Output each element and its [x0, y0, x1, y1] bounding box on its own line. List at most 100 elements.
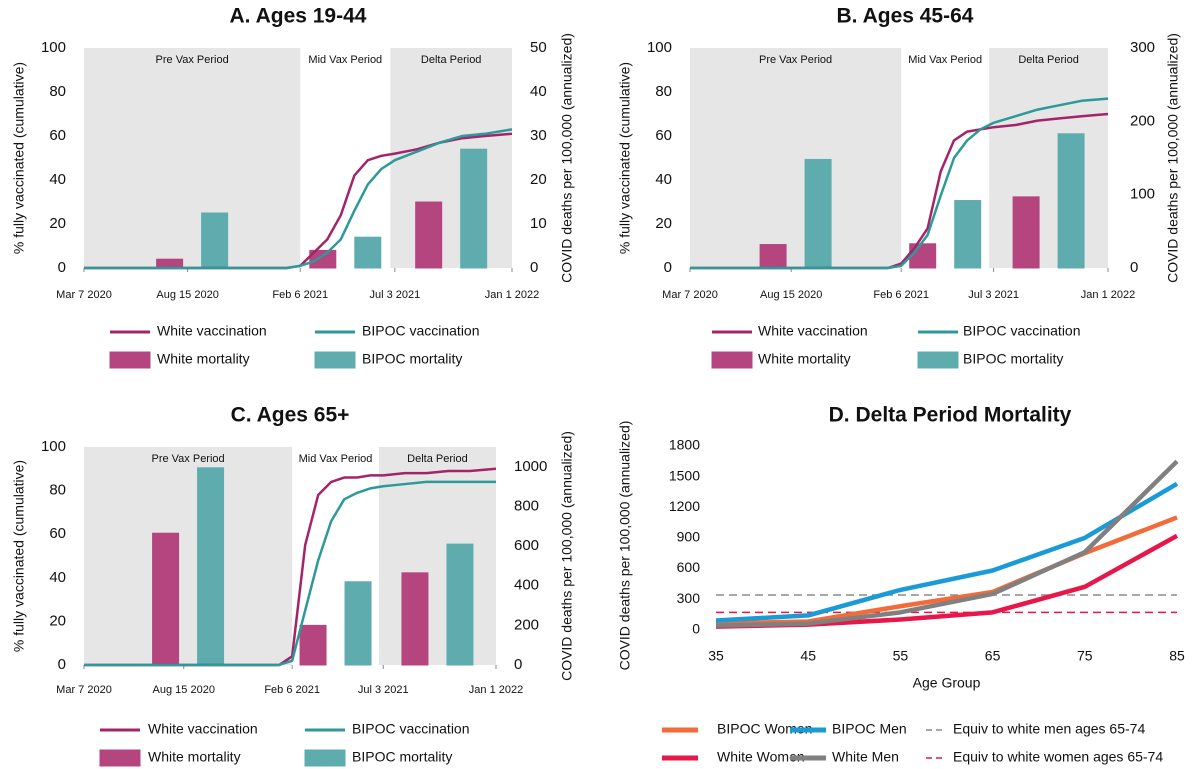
bar — [309, 249, 337, 269]
y2-tick-label: 50 — [530, 39, 547, 56]
x-tick-label: Mar 7 2020 — [56, 289, 112, 301]
bar — [759, 244, 787, 269]
legend-label: White mortality — [758, 351, 851, 367]
bar — [299, 624, 327, 666]
x-tick-label: Feb 6 2021 — [873, 289, 929, 301]
y-axis-label: % fully vaccinated (cumulative) — [617, 62, 633, 254]
y-axis-label: % fully vaccinated (cumulative) — [11, 62, 27, 254]
y2-tick-label: 1000 — [514, 458, 547, 475]
y-tick-label: 40 — [655, 171, 672, 188]
y-tick-label: 100 — [647, 39, 672, 56]
chart-title: C. Ages 65+ — [231, 404, 350, 427]
chart-title: D. Delta Period Mortality — [829, 404, 1072, 427]
y-tick-label: 300 — [677, 590, 701, 606]
y-tick-label: 1500 — [669, 467, 700, 483]
y2-tick-label: 300 — [1130, 39, 1155, 56]
y-tick-label: 60 — [49, 127, 66, 144]
y2-axis-label: COVID deaths per 100,000 (annualized) — [559, 431, 575, 681]
legend-swatch — [109, 351, 151, 369]
y-tick-label: 20 — [655, 215, 672, 232]
legend-label: BIPOC mortality — [362, 351, 462, 367]
y-tick-label: 100 — [41, 39, 66, 56]
y-tick-label: 60 — [655, 127, 672, 144]
x-tick-label: Mar 7 2020 — [662, 289, 718, 301]
period-label: Pre Vax Period — [151, 453, 224, 465]
x-tick-label: 85 — [1169, 648, 1185, 664]
x-tick-label: Aug 15 2020 — [760, 289, 822, 301]
bar — [1057, 133, 1085, 269]
y2-tick-label: 10 — [530, 215, 547, 232]
legend-label: BIPOC Men — [832, 721, 907, 737]
y2-tick-label: 800 — [514, 497, 539, 514]
y-tick-label: 80 — [49, 482, 66, 499]
legend-label: White vaccination — [758, 323, 868, 339]
legend-label: BIPOC Women — [717, 721, 812, 737]
bar — [804, 158, 832, 269]
y-tick-label: 0 — [692, 620, 700, 636]
x-tick-label: 55 — [893, 648, 909, 664]
legend-swatch — [314, 351, 356, 369]
vaccination-line — [84, 480, 496, 667]
legend-label: BIPOC vaccination — [352, 721, 470, 737]
y2-tick-label: 100 — [1130, 186, 1155, 203]
legend-label: White mortality — [148, 749, 241, 765]
x-tick-label: Jan 1 2022 — [469, 684, 523, 696]
y-tick-label: 0 — [664, 259, 672, 276]
legend-label: White mortality — [157, 351, 250, 367]
period-label: Mid Vax Period — [299, 453, 373, 465]
x-tick-label: Jul 3 2021 — [358, 684, 409, 696]
legend-swatch — [304, 749, 346, 767]
period-shade — [378, 447, 496, 665]
y-tick-label: 20 — [49, 215, 66, 232]
x-tick-label: 45 — [800, 648, 816, 664]
x-tick-label: Jan 1 2022 — [485, 289, 539, 301]
legend-label: White Men — [832, 749, 899, 765]
x-tick-label: Jul 3 2021 — [968, 289, 1019, 301]
legend-label: White Women — [717, 749, 805, 765]
x-tick-label: 75 — [1077, 648, 1093, 664]
y2-tick-label: 600 — [514, 537, 539, 554]
y-tick-label: 0 — [58, 259, 66, 276]
bar — [446, 543, 474, 666]
period-shade — [84, 447, 293, 665]
legend-label: White vaccination — [148, 721, 258, 737]
y-tick-label: 600 — [677, 559, 701, 575]
y-tick-label: 100 — [41, 438, 66, 455]
y-tick-label: 900 — [677, 529, 701, 545]
x-tick-label: Aug 15 2020 — [156, 289, 218, 301]
bar — [344, 581, 372, 666]
y2-tick-label: 0 — [1130, 259, 1138, 276]
vaccination-line — [84, 132, 513, 270]
legend-label: Equiv to white men ages 65-74 — [953, 721, 1145, 737]
period-shade — [390, 48, 512, 268]
vaccination-line — [84, 467, 497, 667]
y-tick-label: 20 — [49, 612, 66, 629]
mortality-line — [715, 481, 1179, 623]
y-axis-label: COVID deaths per 100,000 (annualized) — [617, 421, 633, 671]
period-label: Delta Period — [1018, 54, 1079, 66]
y2-tick-label: 30 — [530, 127, 547, 144]
bar — [401, 572, 429, 666]
x-axis-label: Age Group — [913, 675, 981, 691]
y-tick-label: 40 — [49, 171, 66, 188]
y2-tick-label: 200 — [514, 616, 539, 633]
period-label: Mid Vax Period — [908, 54, 982, 66]
x-tick-label: 35 — [708, 648, 724, 664]
period-shade — [84, 48, 301, 268]
legend-label: White vaccination — [157, 323, 267, 339]
y2-axis-label: COVID deaths per 100,000 (annualized) — [559, 33, 575, 283]
y2-tick-label: 20 — [530, 171, 547, 188]
legend-swatch — [917, 351, 959, 369]
period-shade — [690, 48, 902, 268]
x-tick-label: Feb 6 2021 — [272, 289, 328, 301]
bar — [1012, 196, 1040, 269]
chart-title: A. Ages 19-44 — [230, 5, 367, 28]
x-tick-label: Aug 15 2020 — [153, 684, 215, 696]
y2-tick-label: 0 — [514, 656, 522, 673]
y2-axis-label: COVID deaths per 100,000 (annualized) — [1165, 33, 1181, 283]
y2-tick-label: 0 — [530, 259, 538, 276]
x-tick-label: Feb 6 2021 — [264, 684, 320, 696]
x-tick-label: Mar 7 2020 — [56, 684, 112, 696]
legend-swatch — [99, 749, 141, 767]
vaccination-line — [84, 128, 513, 270]
